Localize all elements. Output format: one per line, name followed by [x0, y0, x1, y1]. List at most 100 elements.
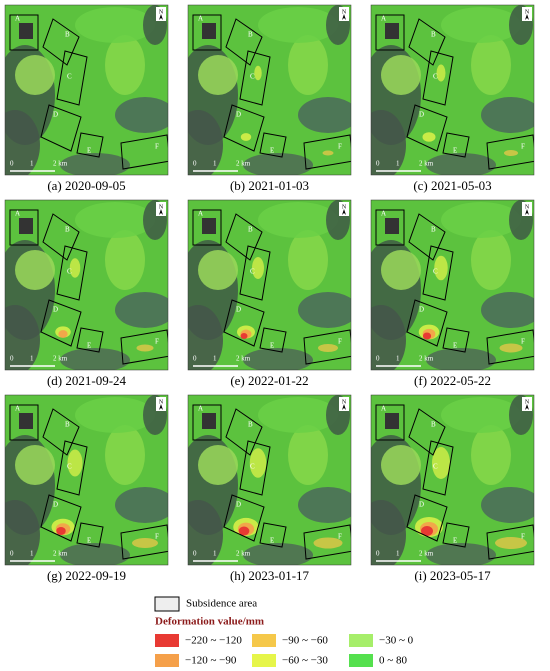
deformation-zone	[240, 133, 252, 141]
region-label: A	[15, 405, 20, 413]
region-label: C	[67, 463, 72, 471]
region-label: D	[53, 111, 58, 119]
region-label: F	[155, 143, 159, 151]
legend-label: −120 ~ −90	[185, 655, 237, 667]
region-label: E	[270, 537, 274, 545]
land-patch	[471, 425, 511, 485]
north-label: N	[159, 204, 164, 210]
region-label: A	[381, 405, 386, 413]
deformation-zone	[56, 527, 66, 535]
land-patch	[15, 55, 55, 95]
north-arrow	[342, 404, 346, 410]
subsidence-area	[408, 408, 446, 456]
region-label: E	[453, 147, 457, 155]
scale-label: 2 km	[53, 160, 68, 168]
water	[19, 23, 33, 39]
subsidence-area	[120, 329, 168, 365]
subsidence-area	[408, 213, 446, 261]
deformation-zone	[252, 257, 264, 279]
region-label: E	[87, 342, 91, 350]
region-label: B	[248, 421, 253, 429]
north-arrow	[342, 209, 346, 215]
map-panel: A B C D E F N 0 1 2 km	[4, 394, 169, 566]
panel-border	[187, 394, 352, 566]
north-label: N	[525, 399, 530, 405]
panel-border	[370, 394, 535, 566]
scale-label: 1	[396, 160, 400, 168]
land-patch	[5, 500, 40, 565]
deformation-zone	[432, 447, 450, 479]
subsidence-area	[422, 245, 454, 301]
scale-label: 0	[193, 160, 197, 168]
subsidence-area	[303, 524, 351, 560]
scale-label: 1	[30, 160, 34, 168]
scale-label: 0	[193, 550, 197, 558]
land-patch	[371, 500, 406, 565]
map-panel: A B C D E F N 0 1 2 km	[370, 4, 535, 176]
subsidence-area	[225, 18, 263, 66]
map-image: A B C D E F N 0 1 2 km	[5, 395, 168, 565]
land-patch	[15, 250, 55, 290]
scale-label: 1	[213, 355, 217, 363]
subsidence-area	[76, 522, 104, 548]
map-panel: A B C D E F N 0 1 2 km	[187, 4, 352, 176]
region-label: E	[87, 147, 91, 155]
deformation-zone	[434, 255, 448, 281]
region-label: E	[270, 342, 274, 350]
land-patch	[258, 397, 338, 433]
region-label: F	[155, 338, 159, 346]
land-patch	[426, 153, 496, 175]
north-label: N	[159, 399, 164, 405]
deformation-zone	[322, 150, 334, 156]
water	[19, 218, 33, 234]
map-image: A B C D E F N 0 1 2 km	[5, 200, 168, 370]
deformation-zone	[313, 537, 343, 549]
scale-label: 2 km	[236, 355, 251, 363]
region-label: D	[419, 306, 424, 314]
deformation-zone	[69, 258, 81, 278]
subsidence-area	[422, 50, 454, 106]
land-patch	[441, 7, 521, 43]
map-panel: A B C D E F N 0 1 2 km	[4, 199, 169, 371]
land-patch	[105, 230, 145, 290]
north-arrow	[525, 404, 529, 410]
deformation-zone	[58, 330, 68, 338]
map-image: A B C D E F N 0 1 2 km	[371, 5, 534, 175]
region-label: A	[198, 405, 203, 413]
deformation-zone	[422, 132, 436, 142]
water	[202, 23, 216, 39]
region-label: F	[338, 143, 342, 151]
region-label: D	[53, 501, 58, 509]
subsidence-area	[9, 404, 39, 441]
scale-label: 1	[396, 355, 400, 363]
subsidence-area	[40, 104, 82, 152]
scale-label: 2 km	[419, 160, 434, 168]
subsidence-area	[9, 209, 39, 246]
deformation-zone	[495, 537, 527, 549]
subsidence-area	[442, 132, 470, 158]
legend-swatch	[155, 634, 179, 647]
scale-label: 1	[213, 550, 217, 558]
deformation-zone	[318, 344, 338, 352]
region-label: D	[236, 501, 241, 509]
land-patch	[60, 543, 130, 565]
land-patch	[115, 97, 168, 133]
subsidence-label: Subsidence area	[186, 598, 257, 610]
subsidence-area	[259, 522, 287, 548]
panel-border	[187, 4, 352, 176]
land-patch	[105, 425, 145, 485]
region-label: F	[338, 338, 342, 346]
land-patch	[75, 7, 155, 43]
panel-caption: (a) 2020-09-05	[47, 178, 125, 193]
subsidence-area	[192, 14, 222, 51]
region-label: C	[433, 268, 438, 276]
deformation-zone	[67, 449, 83, 477]
land-patch	[441, 397, 521, 433]
land-patch	[441, 202, 521, 238]
subsidence-area	[406, 299, 448, 347]
land-patch	[288, 230, 328, 290]
land-patch	[5, 110, 40, 175]
land-patch	[115, 487, 168, 523]
region-label: A	[15, 210, 20, 218]
map-image: A B C D E F N 0 1 2 km	[188, 395, 351, 565]
